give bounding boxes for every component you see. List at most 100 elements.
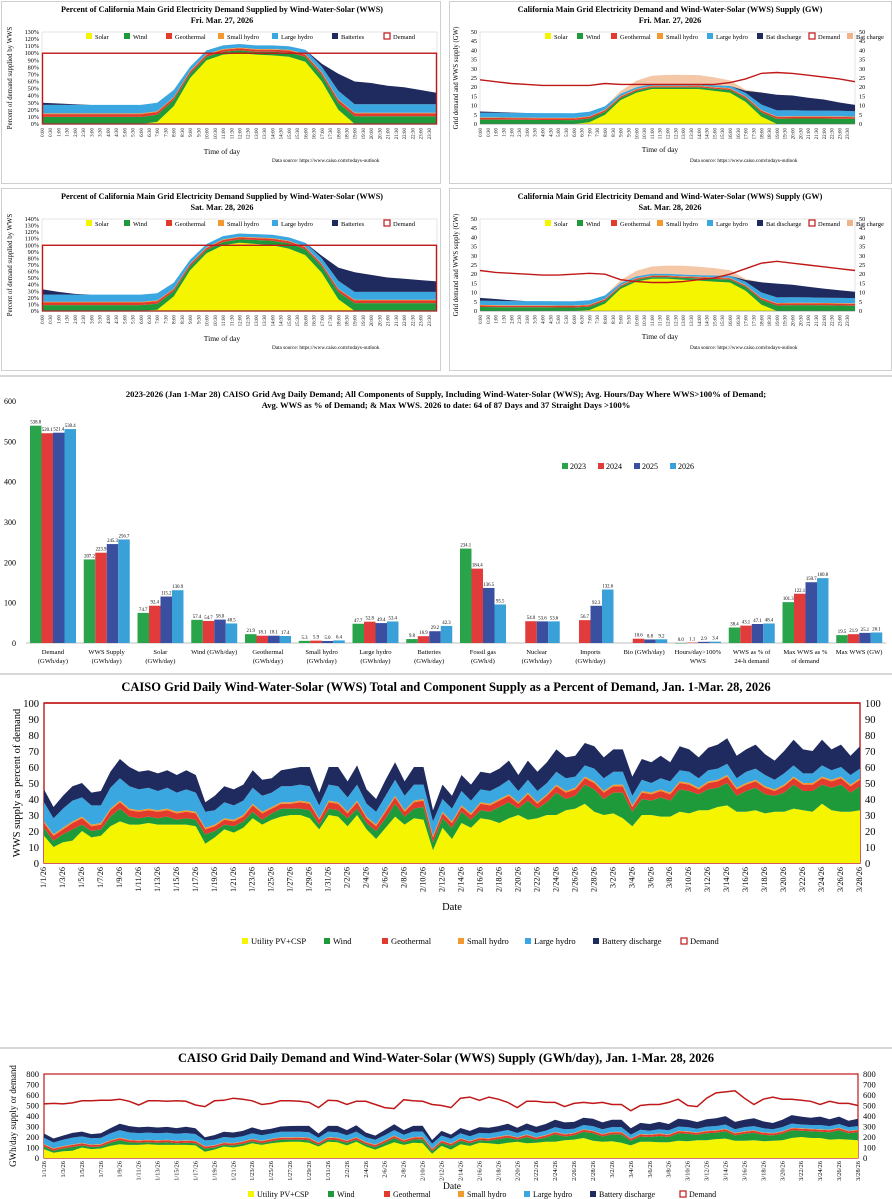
legend-swatch-small-hydro bbox=[458, 938, 464, 944]
area-large-hydro bbox=[480, 83, 855, 118]
x-tick-label: 21:30 bbox=[815, 315, 820, 327]
x-tick-label: 12:00 bbox=[667, 315, 672, 327]
x-tick-label: 4:00 bbox=[107, 128, 112, 137]
x-tick-label: 11:00 bbox=[651, 128, 656, 140]
x-tick-label: 16:30 bbox=[313, 128, 318, 140]
x-axis-title: Time of day bbox=[642, 145, 679, 154]
x-tick-label: 21:00 bbox=[387, 128, 392, 140]
category-label: Geothermal bbox=[252, 649, 283, 656]
category-label: Max WWS (GW) bbox=[836, 649, 883, 656]
x-tick-label: 3:30 bbox=[534, 128, 539, 137]
x-tick-label: 3:00 bbox=[526, 315, 531, 324]
bar-2023-1 bbox=[83, 559, 96, 643]
x-tick-label: 22:00 bbox=[403, 315, 408, 327]
x-tick-label: 1/27/26 bbox=[286, 867, 295, 892]
y-tick-label-right: 30 bbox=[865, 811, 876, 822]
x-tick-label: 16:00 bbox=[304, 128, 309, 140]
bar-2025-8 bbox=[483, 587, 495, 643]
x-tick-label: 8:30 bbox=[181, 128, 186, 137]
x-tick-label: 20:30 bbox=[378, 315, 383, 327]
data-label: 54.0 bbox=[527, 616, 536, 621]
y-tick-label-left: 400 bbox=[26, 1111, 39, 1121]
y-tick-label-right: 0 bbox=[859, 121, 862, 128]
x-tick-label: 12:00 bbox=[667, 128, 672, 140]
x-tick-label: 12:00 bbox=[239, 315, 244, 327]
category-label: (GWh/day) bbox=[307, 658, 337, 665]
bar-2025-0 bbox=[53, 432, 65, 643]
y-tick-label: 50% bbox=[28, 86, 39, 93]
area-geothermal bbox=[480, 276, 855, 308]
x-tick-label: 1/7/26 bbox=[96, 867, 105, 888]
y-axis-title: WWS supply as percent of demand bbox=[12, 708, 23, 857]
x-tick-label: 10:30 bbox=[643, 315, 648, 327]
legend-label: Batteries bbox=[341, 221, 365, 228]
area-solar bbox=[42, 242, 437, 311]
y-tick-label-left: 10 bbox=[471, 103, 477, 110]
x-tick-label: 14:30 bbox=[280, 128, 285, 140]
x-axis-title: Time of day bbox=[642, 332, 679, 341]
chart-pct-mar27: Percent of California Main Grid Electric… bbox=[7, 5, 438, 164]
x-tick-label: 13:30 bbox=[263, 128, 268, 140]
data-source-note: Data source: https://www.caiso.com/today… bbox=[272, 158, 380, 164]
x-tick-label: 10:30 bbox=[643, 128, 648, 140]
x-tick-label: 10:00 bbox=[635, 315, 640, 327]
x-tick-label: 3/14/26 bbox=[722, 867, 731, 892]
bar-2024-13 bbox=[740, 625, 752, 643]
data-label: 245.3 bbox=[107, 539, 118, 544]
x-tick-label: 18:30 bbox=[345, 315, 350, 327]
x-tick-label: 0:30 bbox=[487, 315, 492, 324]
bar-2025-6 bbox=[375, 623, 387, 643]
x-tick-label: 15:30 bbox=[721, 315, 726, 327]
area-utility-pv-csp bbox=[44, 1137, 858, 1158]
x-tick-label: 2/26/26 bbox=[571, 1160, 578, 1181]
y-tick-label-left: 100 bbox=[26, 1143, 39, 1153]
bar-2023-2 bbox=[137, 612, 149, 643]
panel-daily-pct: CAISO Grid Daily Wind-Water-Solar (WWS) … bbox=[0, 675, 892, 1047]
x-tick-label: 8:30 bbox=[612, 315, 617, 324]
legend-label: Wind bbox=[133, 221, 148, 228]
bar-2026-7 bbox=[440, 625, 453, 643]
x-tick-label: 3/20/26 bbox=[779, 1160, 786, 1181]
data-label: 115.2 bbox=[161, 592, 172, 597]
x-tick-label: 11:00 bbox=[222, 128, 227, 140]
x-tick-label: 1/9/26 bbox=[117, 1160, 124, 1177]
x-tick-label: 5:30 bbox=[565, 315, 570, 324]
x-tick-label: 21:30 bbox=[395, 128, 400, 140]
x-tick-label: 7:30 bbox=[164, 128, 169, 137]
x-tick-label: 23:30 bbox=[846, 128, 851, 140]
y-tick-label-left: 70 bbox=[29, 747, 40, 758]
legend-label: Small hydro bbox=[227, 221, 259, 228]
x-tick-label: 3/16/26 bbox=[741, 1160, 748, 1181]
legend-label: Battery discharge bbox=[602, 936, 662, 946]
bar-2023-6 bbox=[352, 623, 364, 643]
x-tick-label: 7:30 bbox=[164, 315, 169, 324]
y-tick-label-left: 300 bbox=[26, 1122, 39, 1132]
bar-2025-3 bbox=[214, 619, 226, 643]
bar-2026-0 bbox=[64, 429, 76, 643]
y-tick-label: 20% bbox=[28, 295, 39, 302]
legend-swatch-wind bbox=[577, 220, 583, 226]
y-tick-label-right: 35 bbox=[859, 57, 865, 64]
chart-title: California Main Grid Electricity Demand … bbox=[518, 5, 823, 14]
x-tick-label: 17:30 bbox=[329, 128, 334, 140]
data-label: 184.4 bbox=[472, 564, 483, 569]
bar-2026-5 bbox=[333, 640, 345, 643]
y-tick-label-right: 10 bbox=[859, 290, 865, 297]
y-tick-label-left: 200 bbox=[26, 1132, 39, 1142]
legend-swatch-wind bbox=[328, 1191, 334, 1197]
x-tick-label: 3/26/26 bbox=[836, 867, 845, 892]
x-tick-label: 5:30 bbox=[132, 128, 137, 137]
legend-swatch-2025 bbox=[634, 463, 640, 469]
area-bat-charge bbox=[480, 265, 855, 302]
legend-label: Bat discharge bbox=[766, 221, 802, 228]
legend-swatch-bat-discharge bbox=[757, 220, 763, 226]
data-label: 530.4 bbox=[65, 424, 76, 429]
x-tick-label: 11:00 bbox=[651, 315, 656, 327]
legend-swatch-2026 bbox=[670, 463, 676, 469]
x-tick-label: 9:00 bbox=[620, 315, 625, 324]
y-tick-label: 40% bbox=[28, 282, 39, 289]
x-tick-label: 15:00 bbox=[288, 128, 293, 140]
data-label: 92.3 bbox=[592, 601, 601, 606]
y-tick-label-right: 0 bbox=[863, 1153, 867, 1163]
x-tick-label: 5:30 bbox=[132, 315, 137, 324]
